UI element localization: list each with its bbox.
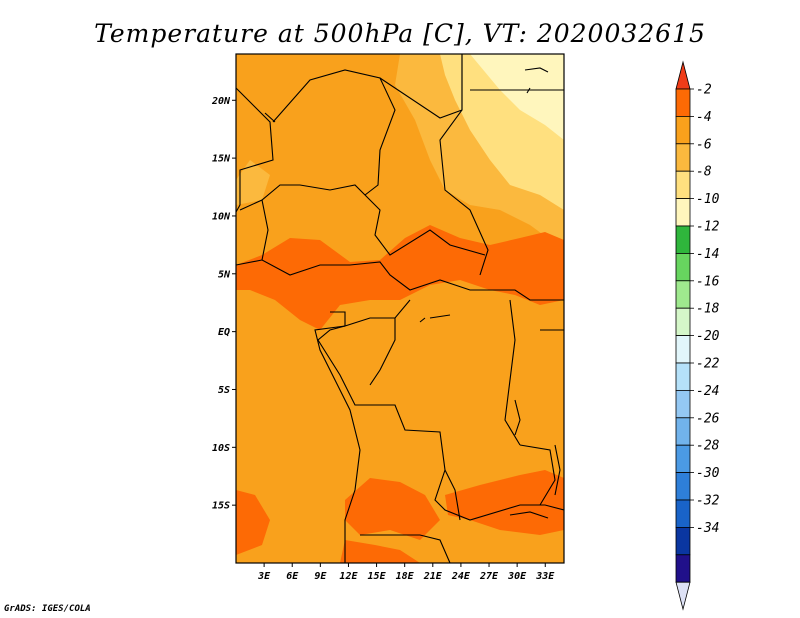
colorbar-box [675,554,691,583]
colorbar-label: -34 [696,521,719,536]
colorbar-label: -8 [696,165,712,180]
colorbar-box [675,499,691,528]
colorbar-box [675,143,691,172]
x-tick-label: 24E [451,571,471,582]
x-tick-label: 12E [339,571,358,582]
y-tick-label: 5S [218,385,230,396]
colorbar-box [675,88,691,117]
x-tick-label: 27E [479,571,499,582]
colorbar-label: -14 [696,247,719,262]
y-tick-label: 15N [212,154,231,165]
colorbar-box [675,389,691,419]
map-panel [235,53,565,564]
colorbar-label: -24 [696,384,719,399]
colorbar-box [675,225,691,254]
y-tick-label: EQ [218,327,230,338]
colorbar-label: -18 [696,302,720,317]
colorbar-label: -28 [696,439,720,454]
colorbar-box [675,307,691,337]
colorbar-box [675,417,691,446]
y-tick-label: 10N [212,211,231,222]
colorbar-box [675,170,691,199]
borders [236,54,564,563]
x-axis: 3E 6E 9E 12E 15E 18E 21E 24E 27E 30E 33E [257,563,555,582]
x-tick-label: 21E [423,571,443,582]
colorbar-label: -4 [696,110,712,125]
x-tick-label: 6E [286,571,299,582]
region-minus8-west [236,160,270,205]
map-frame [235,53,565,564]
colorbar-label: -22 [696,357,720,372]
colorbar-box [675,335,691,364]
colorbar-label: -32 [696,494,720,509]
colorbar-label: -26 [696,411,720,426]
y-tick-label: 5N [218,269,231,280]
x-tick-label: 33E [535,571,555,582]
colorbar-label: -6 [696,137,712,152]
region-warm-south-1 [345,478,440,540]
colorbar-bottom-triangle [675,581,691,611]
colorbar-label: -2 [696,83,712,98]
colorbar-box [675,280,691,309]
region-warm-south-4 [340,540,420,563]
colorbar-label: -10 [696,192,720,207]
x-tick-label: 3E [257,571,271,582]
x-tick-label: 18E [396,571,415,582]
colorbar-box [675,198,691,227]
region-minus12 [470,54,564,140]
y-tick-label: 20N [211,96,231,107]
colorbar-label: -12 [696,220,720,235]
x-tick-label: 15E [368,571,387,582]
colorbar-label: -20 [696,329,720,344]
colorbar-label: -30 [696,466,720,481]
colorbar-box [675,527,691,556]
x-tick-label: 9E [314,571,327,582]
colorbar-label: -16 [696,274,720,289]
y-axis: 20N 15N 10N 5N EQ 5S 10S 15S [211,96,236,512]
colorbar-box [675,252,691,282]
y-tick-label: 15S [212,501,230,512]
colorbar-box [675,472,691,501]
chart-title: Temperature at 500hPa [C], VT: 202003261… [94,19,706,48]
region-warm-south-3 [236,490,270,555]
colorbar-box [675,362,691,391]
colorbar-box [675,116,691,145]
y-tick-label: 10S [212,443,230,454]
colorbar-top-triangle [675,60,691,90]
colorbar-box [675,444,691,474]
x-tick-label: 30E [507,571,527,582]
region-warm-band [236,225,564,330]
colorbar: -2 -4 -6 -8 -10 -12 -14 -16 -18 -20 -22 -24 -26 -28 -3… [675,60,720,611]
grads-credit: GrADS: IGES/COLA [4,604,91,614]
